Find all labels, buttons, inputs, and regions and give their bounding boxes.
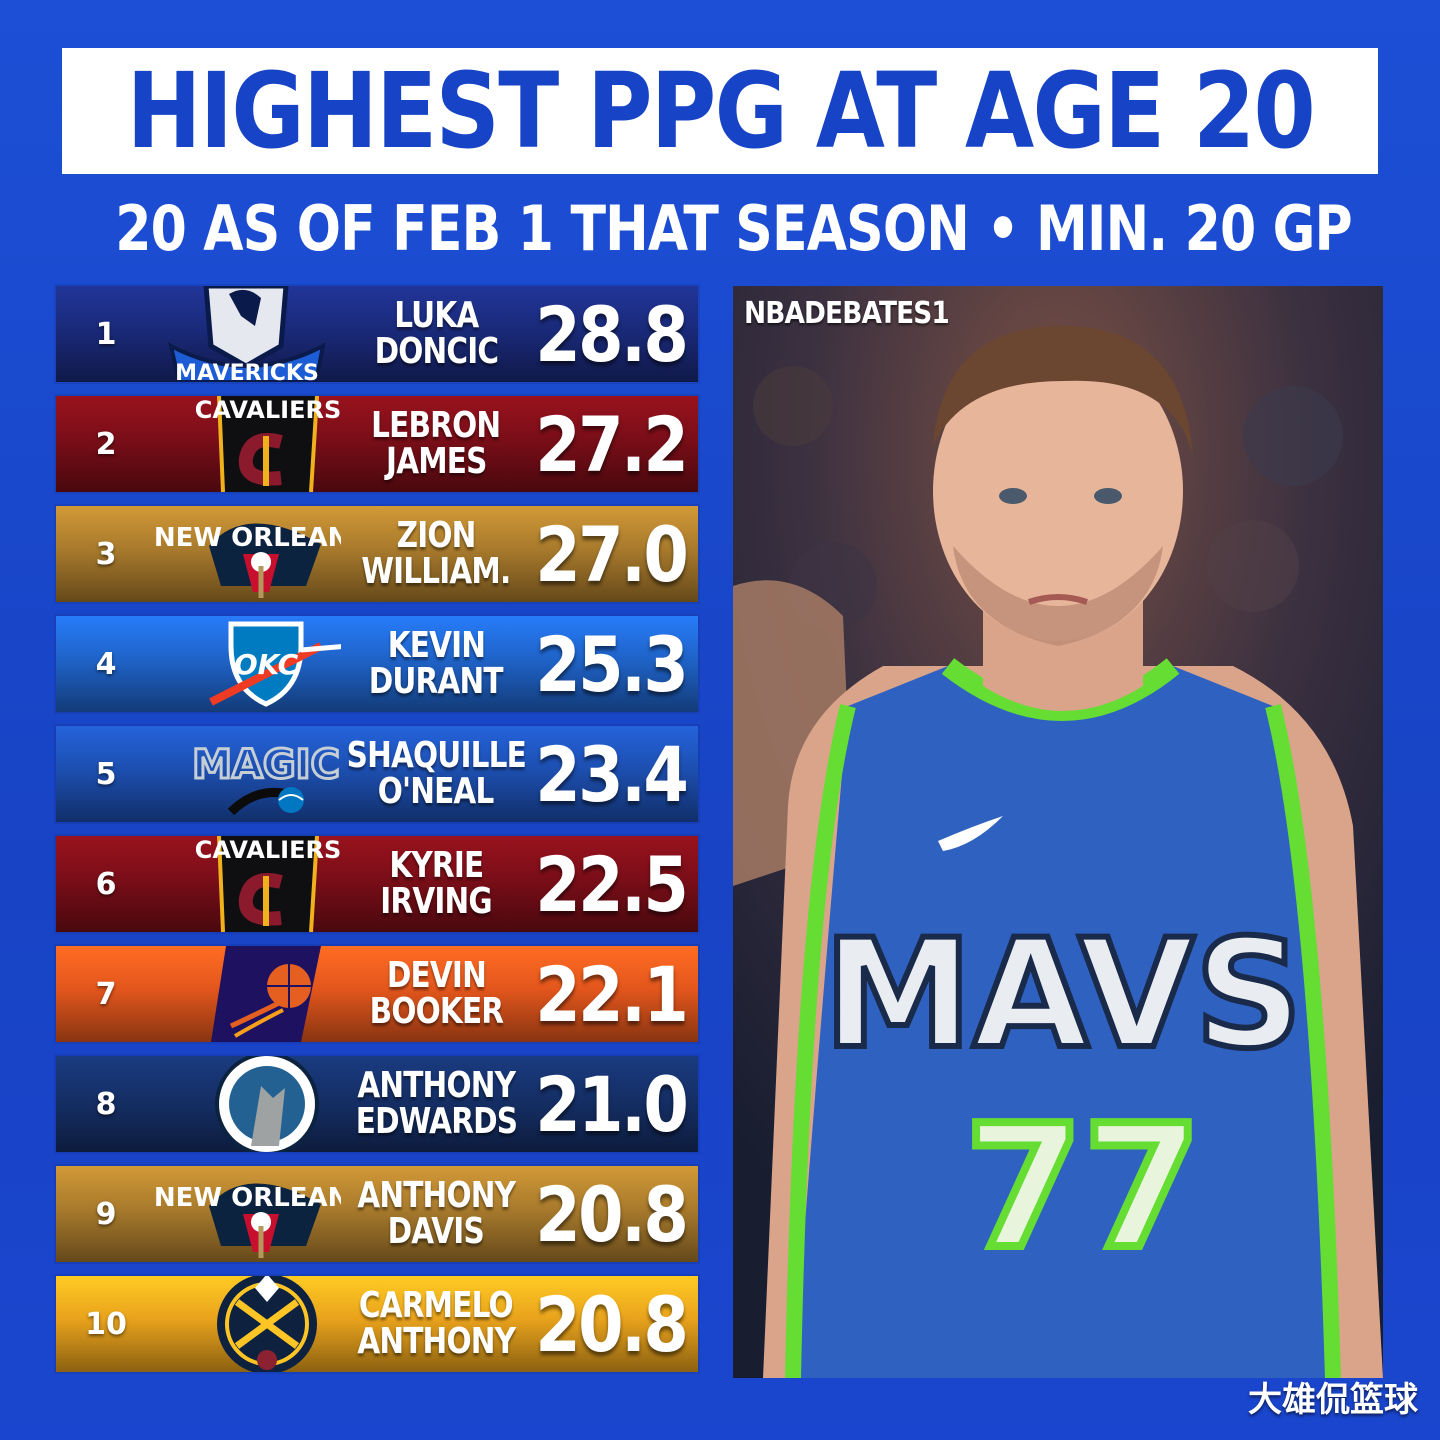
ppg-number: 27.2 xyxy=(535,399,690,489)
rank-number: 9 xyxy=(95,1196,117,1232)
ranking-row: 10 CARMELO ANTHONY 20.8 xyxy=(56,1276,698,1372)
rank-number: 5 xyxy=(95,756,117,792)
player-name: CARMELO ANTHONY xyxy=(336,1276,536,1372)
ppg-value: 25.3 xyxy=(524,616,698,712)
ranking-row: 3 NEW ORLEANS ZION WILLIAM. 27.0 xyxy=(56,506,698,602)
player-first-name: LEBRON xyxy=(371,405,501,446)
ranking-row: 8 ANTHONY EDWARDS 21.0 xyxy=(56,1056,698,1152)
player-name: KYRIE IRVING xyxy=(336,836,536,932)
rank-number: 10 xyxy=(85,1306,127,1342)
rank-number: 8 xyxy=(95,1086,117,1122)
player-last-name: O'NEAL xyxy=(378,771,495,812)
watermark-label: NBADEBATES1 xyxy=(744,296,950,331)
ranking-row: 9 NEW ORLEANS ANTHONY DAVIS 20.8 xyxy=(56,1166,698,1262)
player-first-name: DEVIN xyxy=(386,955,486,996)
rank-number: 7 xyxy=(95,976,117,1012)
svg-text:NEW ORLEANS: NEW ORLEANS xyxy=(154,523,341,553)
ppg-value: 27.2 xyxy=(524,396,698,492)
suns-logo-icon xyxy=(211,946,321,1042)
player-first-name: KYRIE xyxy=(388,845,484,886)
ppg-number: 27.0 xyxy=(535,509,690,599)
player-last-name: ANTHONY xyxy=(357,1321,516,1362)
ppg-value: 20.8 xyxy=(524,1276,698,1372)
page-subtitle: 20 AS OF FEB 1 THAT SEASON • MIN. 20 GP xyxy=(115,192,1353,265)
nuggets-logo-icon xyxy=(217,1276,317,1372)
player-first-name: KEVIN xyxy=(387,625,485,666)
ppg-number: 20.8 xyxy=(535,1279,690,1369)
player-first-name: ANTHONY xyxy=(357,1065,516,1106)
page-title: HIGHEST PPG AT AGE 20 xyxy=(126,50,1315,172)
player-last-name: IRVING xyxy=(380,881,492,922)
corner-watermark: 大雄侃篮球 xyxy=(1248,1380,1418,1420)
rank-number: 1 xyxy=(95,316,117,352)
player-name: KEVIN DURANT xyxy=(336,616,536,712)
player-first-name: CARMELO xyxy=(359,1285,514,1326)
player-last-name: DURANT xyxy=(369,661,504,702)
rank-number: 2 xyxy=(95,426,117,462)
pelicans-logo-icon: NEW ORLEANS xyxy=(154,1183,341,1258)
player-photo-illustration: MAVS 77 xyxy=(733,286,1383,1378)
ranking-row: 6 CAVALIERS KYRIE IRVING 22.5 xyxy=(56,836,698,932)
ranking-row: 4 OKC KEVIN DURANT 25.3 xyxy=(56,616,698,712)
ppg-value: 23.4 xyxy=(524,726,698,822)
ppg-value: 22.5 xyxy=(524,836,698,932)
player-last-name: DONCIC xyxy=(374,331,499,372)
ppg-number: 25.3 xyxy=(535,619,690,709)
player-last-name: JAMES xyxy=(385,441,487,482)
player-name: ANTHONY DAVIS xyxy=(336,1166,536,1262)
rank-number: 4 xyxy=(95,646,117,682)
ranking-row: 1 MAVERICKS LUKA DONCIC 28.8 xyxy=(56,286,698,382)
ppg-number: 22.1 xyxy=(535,949,690,1039)
player-first-name: ZION xyxy=(396,515,477,556)
player-photo: MAVS 77 xyxy=(733,286,1383,1378)
player-first-name: SHAQUILLE xyxy=(346,735,526,776)
timberwolves-logo-icon xyxy=(215,1056,319,1152)
player-first-name: LUKA xyxy=(393,295,479,336)
magic-logo-icon: MAGIC xyxy=(191,741,341,816)
svg-text:CAVALIERS: CAVALIERS xyxy=(195,836,341,864)
mavericks-logo-icon: MAVERICKS xyxy=(168,286,326,382)
player-name: DEVIN BOOKER xyxy=(336,946,536,1042)
player-name: LEBRON JAMES xyxy=(336,396,536,492)
ranking-row: 7 DEVIN BOOKER 22.1 xyxy=(56,946,698,1042)
player-name: ANTHONY EDWARDS xyxy=(336,1056,536,1152)
thunder-logo-icon: OKC xyxy=(209,621,341,707)
rank-number: 6 xyxy=(95,866,117,902)
player-last-name: EDWARDS xyxy=(355,1101,517,1142)
ppg-value: 20.8 xyxy=(524,1166,698,1262)
player-last-name: DAVIS xyxy=(387,1211,485,1252)
player-last-name: BOOKER xyxy=(369,991,503,1032)
ranking-row: 5 MAGIC SHAQUILLE O'NEAL 23.4 xyxy=(56,726,698,822)
player-name: LUKA DONCIC xyxy=(336,286,536,382)
ppg-value: 28.8 xyxy=(524,286,698,382)
jersey-text: MAVS xyxy=(823,908,1302,1082)
cavaliers-logo-icon: CAVALIERS xyxy=(195,836,341,932)
svg-text:NEW ORLEANS: NEW ORLEANS xyxy=(154,1183,341,1213)
player-name: ZION WILLIAM. xyxy=(336,506,536,602)
ppg-number: 22.5 xyxy=(535,839,690,929)
ppg-value: 21.0 xyxy=(524,1056,698,1152)
ppg-number: 23.4 xyxy=(535,729,690,819)
player-last-name: WILLIAM. xyxy=(361,551,511,592)
ppg-value: 22.1 xyxy=(524,946,698,1042)
svg-text:MAVERICKS: MAVERICKS xyxy=(175,361,319,382)
ppg-number: 20.8 xyxy=(535,1169,690,1259)
rank-number: 3 xyxy=(95,536,117,572)
ppg-value: 27.0 xyxy=(524,506,698,602)
pelicans-logo-icon: NEW ORLEANS xyxy=(154,523,341,598)
player-first-name: ANTHONY xyxy=(357,1175,516,1216)
svg-text:MAGIC: MAGIC xyxy=(192,742,340,788)
jersey-number: 77 xyxy=(965,1089,1202,1287)
svg-text:OKC: OKC xyxy=(234,648,299,681)
ranking-row: 2 CAVALIERS LEBRON JAMES 27.2 xyxy=(56,396,698,492)
ppg-number: 21.0 xyxy=(535,1059,690,1149)
title-banner: HIGHEST PPG AT AGE 20 xyxy=(62,48,1378,174)
cavaliers-logo-icon: CAVALIERS xyxy=(195,396,341,492)
svg-text:CAVALIERS: CAVALIERS xyxy=(195,396,341,424)
player-name: SHAQUILLE O'NEAL xyxy=(336,726,536,822)
ppg-number: 28.8 xyxy=(535,289,690,379)
